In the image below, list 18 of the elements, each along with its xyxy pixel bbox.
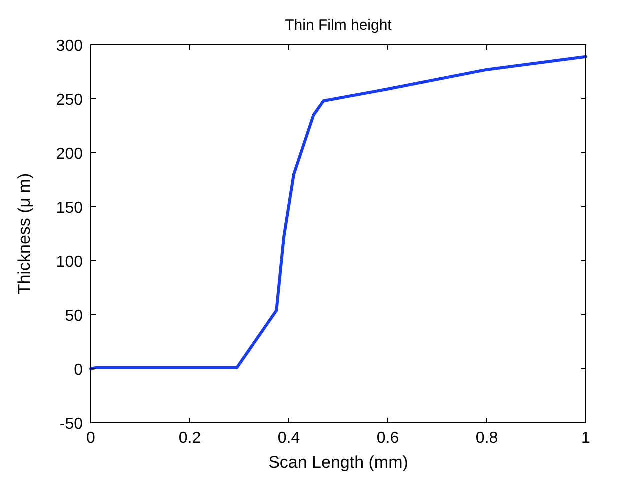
y-tick-label: 250 [56,92,84,109]
x-axis-title: Scan Length (mm) [268,453,408,472]
y-tick-label: 100 [56,254,84,271]
x-tick-label: 1 [582,430,591,447]
y-tick-label: 50 [65,308,84,325]
x-tick-label: 0.2 [178,430,202,447]
x-tick-label: 0 [86,430,96,447]
x-tick-label: 0.6 [376,430,400,447]
chart-title: Thin Film height [285,17,393,34]
y-tick-label: 200 [56,146,84,163]
y-axis-title: Thickness (μ m) [15,173,34,295]
line-series [90,55,588,370]
y-tick-label: 300 [56,38,84,55]
x-tick-label: 0.8 [476,430,498,447]
y-tick-label: -50 [60,416,84,433]
x-tick-label: 0.4 [278,430,300,447]
y-tick-label: 150 [56,200,84,217]
y-tick-label: 0 [74,362,84,379]
